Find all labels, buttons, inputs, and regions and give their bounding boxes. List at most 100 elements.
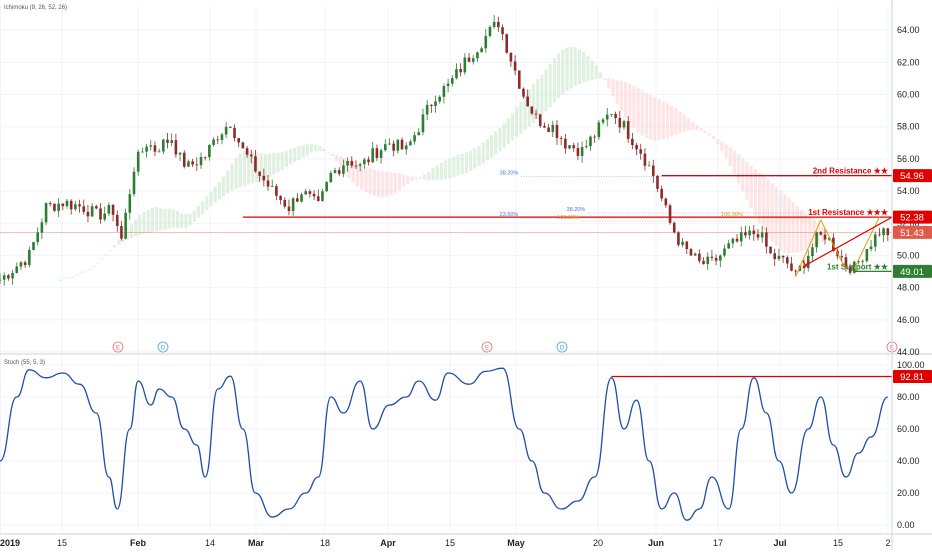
cloud-segment xyxy=(812,220,816,247)
cloud-segment xyxy=(297,146,301,160)
y-tick-label: 44.00 xyxy=(897,347,920,357)
candle-body xyxy=(710,256,714,258)
stoch-y-tick-label: 100.00 xyxy=(897,360,925,370)
candle-body xyxy=(735,238,739,242)
candle-body xyxy=(593,136,596,138)
cloud-segment xyxy=(544,69,548,112)
candle-body xyxy=(501,27,504,35)
candle-body xyxy=(425,104,429,115)
candle-body xyxy=(354,165,358,167)
candle-body xyxy=(823,234,827,240)
candle-body xyxy=(136,151,140,172)
candle-body xyxy=(878,234,881,236)
candle-body xyxy=(367,159,370,163)
candle-body xyxy=(522,88,525,97)
cloud-segment xyxy=(234,158,238,190)
cloud-segment xyxy=(628,83,632,124)
stoch-price-tag xyxy=(893,370,932,384)
candle-body xyxy=(802,265,806,269)
candle-body xyxy=(74,204,77,210)
cloud-segment xyxy=(180,213,184,229)
cloud-segment xyxy=(146,210,150,233)
x-tick-label: 2019 xyxy=(0,538,20,548)
cloud-segment xyxy=(649,94,653,140)
candle-body xyxy=(132,171,136,195)
candle-body xyxy=(476,52,479,59)
price-tag-value: 51.43 xyxy=(900,228,924,239)
cloud-segment xyxy=(205,196,209,211)
cloud-segment xyxy=(598,72,603,79)
cloud-segment xyxy=(397,173,402,191)
candle-body xyxy=(698,253,701,261)
candle-body xyxy=(383,144,387,151)
candle-body xyxy=(396,139,400,151)
cloud-segment xyxy=(322,148,326,152)
cloud-segment xyxy=(619,80,623,111)
cloud-segment xyxy=(699,127,703,131)
cloud-segment xyxy=(192,210,196,222)
candle-body xyxy=(777,255,781,260)
cloud-segment xyxy=(519,101,523,134)
candle-body xyxy=(840,256,844,258)
price-tag-value: 49.01 xyxy=(900,267,924,278)
cloud-segment xyxy=(393,172,397,194)
x-tick-label: Jun xyxy=(648,538,664,548)
candle-body xyxy=(471,58,475,62)
cloud-segment xyxy=(623,82,628,118)
cloud-segment xyxy=(728,147,732,166)
candle-body xyxy=(224,126,228,135)
cloud-segment xyxy=(452,156,456,178)
price-tag xyxy=(893,169,932,183)
cloud-segment xyxy=(247,150,251,185)
event-marker-letter: D xyxy=(161,346,166,352)
candle-body xyxy=(434,101,437,106)
cloud-segment xyxy=(531,83,536,123)
candle-body xyxy=(304,191,308,195)
cloud-segment xyxy=(209,191,213,207)
candle-body xyxy=(346,160,349,166)
candle-body xyxy=(576,148,580,156)
cloud-segment xyxy=(548,63,552,107)
cloud-segment xyxy=(460,153,464,175)
cloud-segment xyxy=(741,158,745,192)
candle-body xyxy=(115,214,119,227)
cloud-segment xyxy=(83,271,87,273)
pattern-leg xyxy=(853,216,880,269)
candle-body xyxy=(467,57,471,62)
cloud-segment xyxy=(58,279,62,281)
candle-body xyxy=(283,199,287,207)
level-label: 2nd Resistance ★★ xyxy=(813,167,889,176)
cloud-segment xyxy=(485,139,489,161)
candle-body xyxy=(216,139,220,141)
cloud-segment xyxy=(288,149,293,165)
cloud-segment xyxy=(778,190,783,251)
cloud-segment xyxy=(481,142,485,164)
cloud-segment xyxy=(418,177,422,179)
fib-label: 38.20% xyxy=(567,207,586,213)
dividend-marker-icon xyxy=(556,341,568,353)
pattern-leg xyxy=(795,219,822,277)
cloud-segment xyxy=(686,118,690,131)
cloud-segment xyxy=(92,265,96,267)
cloud-segment xyxy=(268,153,272,177)
cloud-segment xyxy=(799,210,804,252)
candle-body xyxy=(790,263,793,271)
cloud-segment xyxy=(427,171,431,181)
candle-body xyxy=(69,200,73,210)
cloud-segment xyxy=(414,177,418,180)
candle-body xyxy=(509,52,513,62)
candle-body xyxy=(610,113,613,115)
cloud-segment xyxy=(766,179,770,237)
cloud-segment xyxy=(527,89,531,127)
cloud-segment xyxy=(309,143,314,153)
candle-body xyxy=(672,222,676,233)
candle-body xyxy=(199,156,203,166)
candle-body xyxy=(128,194,132,213)
cloud-segment xyxy=(477,146,481,167)
cloud-segment xyxy=(121,233,125,243)
cloud-segment xyxy=(201,201,205,214)
cloud-segment xyxy=(590,60,594,81)
y-tick-label: 62.00 xyxy=(897,57,920,67)
